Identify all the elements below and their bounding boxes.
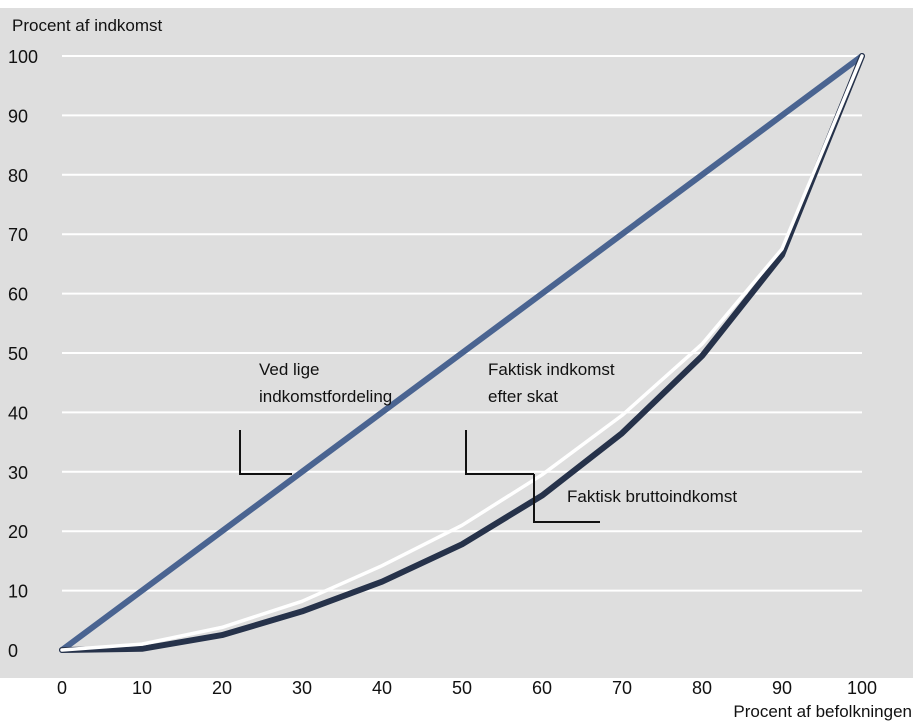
annotation-leader-line [239, 430, 292, 475]
y-tick-label: 50 [8, 344, 28, 364]
x-tick-label: 70 [612, 678, 632, 698]
x-tick-label: 100 [847, 678, 877, 698]
series-line-1 [60, 54, 864, 652]
annotation-leader-line [533, 474, 600, 523]
y-axis-title: Procent af indkomst [12, 16, 163, 35]
x-tick-label: 90 [772, 678, 792, 698]
series-line-2 [59, 53, 865, 653]
series-lines [59, 53, 865, 653]
x-tick-label: 10 [132, 678, 152, 698]
annotation-label: Faktisk bruttoindkomst [567, 487, 737, 506]
x-tick-label: 30 [292, 678, 312, 698]
x-tick-label: 40 [372, 678, 392, 698]
y-tick-label: 20 [8, 522, 28, 542]
y-tick-label: 40 [8, 403, 28, 423]
annotation-label: efter skat [488, 387, 558, 406]
annotation-label: Ved lige [259, 360, 320, 379]
x-tick-label: 50 [452, 678, 472, 698]
x-tick-label: 80 [692, 678, 712, 698]
x-tick-label: 60 [532, 678, 552, 698]
y-tick-label: 70 [8, 225, 28, 245]
y-tick-label: 90 [8, 106, 28, 126]
y-tick-label: 60 [8, 285, 28, 305]
x-tick-label: 20 [212, 678, 232, 698]
annotations: Ved lige indkomstfordeling Faktisk indkoms… [239, 360, 737, 523]
annotation-label: Faktisk indkomst [488, 360, 615, 379]
y-tick-labels: 0 10 20 30 40 50 60 70 80 90 100 [8, 47, 38, 661]
y-tick-label: 100 [8, 47, 38, 67]
y-tick-label: 30 [8, 463, 28, 483]
annotation-leader-line [465, 430, 534, 475]
y-tick-label: 0 [8, 641, 18, 661]
x-tick-labels: 0 10 20 30 40 50 60 70 80 90 100 [57, 678, 877, 698]
annotation-label: indkomstfordeling [259, 387, 392, 406]
y-tick-label: 80 [8, 166, 28, 186]
y-tick-label: 10 [8, 582, 28, 602]
plot-background [0, 8, 913, 678]
x-axis-title: Procent af befolkningen [733, 702, 912, 721]
x-tick-label: 0 [57, 678, 67, 698]
series-line-0 [59, 53, 865, 653]
